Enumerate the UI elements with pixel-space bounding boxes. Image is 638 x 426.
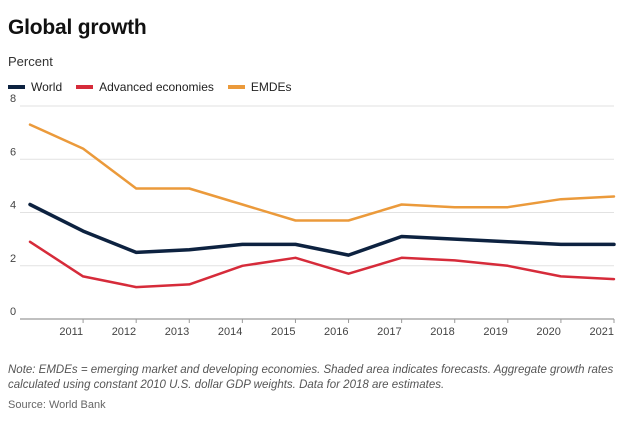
y-tick-label-2: 2 [10, 253, 16, 265]
x-tick-label-2012: 2012 [112, 326, 136, 338]
legend-item-emdes: EMDEs [227, 80, 292, 94]
legend-item-advanced-economies: Advanced economies [76, 80, 214, 94]
series-line-emdes [28, 123, 616, 222]
x-tick-label-2014: 2014 [218, 326, 242, 338]
x-tick-label-2017: 2017 [377, 326, 401, 338]
legend-item-world: World [8, 80, 62, 94]
x-tick-label-2011: 2011 [59, 326, 83, 338]
chart-source: Source: World Bank [8, 399, 106, 411]
x-tick-label-2016: 2016 [324, 326, 348, 338]
legend-label-advanced-economies: Advanced economies [99, 80, 214, 94]
chart-title: Global growth [8, 16, 147, 39]
legend-label-world: World [31, 80, 63, 94]
line-chart: 0 2 4 6 8 2011 2012 2013 2014 2015 2016 2017 2018 201… [10, 93, 616, 338]
series-line-advanced-economies [28, 240, 616, 289]
y-tick-label-0: 0 [10, 306, 16, 318]
x-tick-label-2018: 2018 [430, 326, 454, 338]
chart-note: Note: EMDEs = emerging market and develo… [8, 364, 614, 391]
legend-swatch-advanced-economies [76, 85, 94, 89]
legend: World Advanced economies EMDEs [8, 80, 306, 94]
y-tick-label-8: 8 [10, 93, 16, 105]
chart-subtitle: Percent [8, 54, 53, 69]
series-line-world [28, 202, 616, 257]
legend-label-emdes: EMDEs [250, 80, 292, 94]
x-tick-label-2020: 2020 [536, 326, 560, 338]
y-tick-label-4: 4 [10, 200, 16, 212]
x-tick-label-2019: 2019 [483, 326, 507, 338]
legend-swatch-world [8, 85, 25, 89]
y-tick-label-6: 6 [10, 146, 16, 158]
legend-swatch-emdes [227, 85, 245, 89]
x-tick-label-2021: 2021 [590, 326, 614, 338]
x-tick-label-2015: 2015 [271, 326, 295, 338]
x-tick-label-2013: 2013 [165, 326, 189, 338]
